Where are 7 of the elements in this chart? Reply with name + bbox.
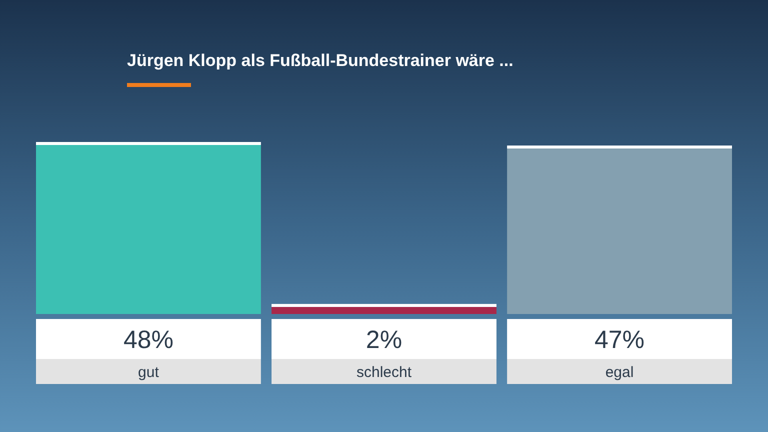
data-label: 48% [123, 326, 174, 354]
x-tick-label: egal [605, 364, 634, 381]
chart-title: Jürgen Klopp als Fußball-Bundestrainer wäre ... [127, 51, 514, 70]
data-label: 47% [594, 326, 645, 354]
x-tick-label: schlecht [356, 364, 412, 381]
data-label: 2% [366, 326, 402, 354]
x-tick-label: gut [138, 364, 160, 381]
